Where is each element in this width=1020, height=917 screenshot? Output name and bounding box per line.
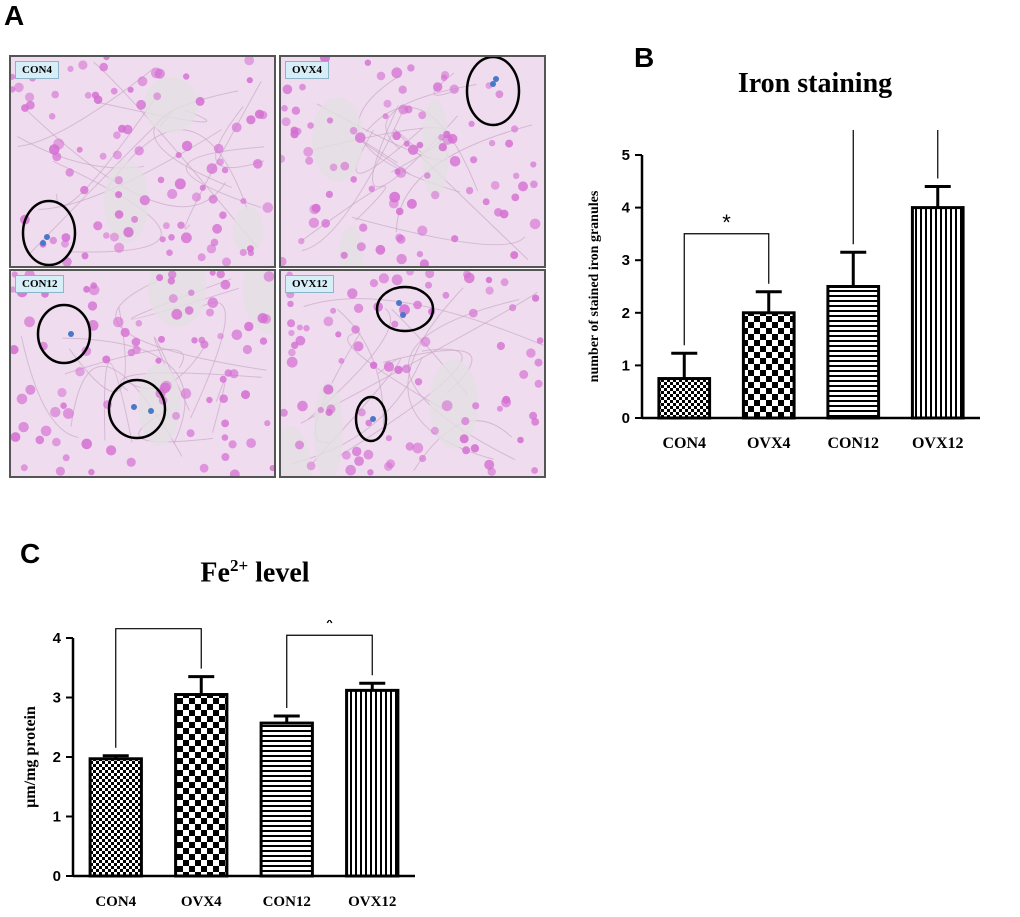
significance-bracket [286, 634, 373, 708]
iron-granule [400, 312, 406, 318]
iron-granule [44, 234, 50, 240]
micrograph-con4: CON4 [9, 55, 276, 268]
iron-highlight-circle [465, 57, 521, 127]
iron-granule [68, 331, 74, 337]
x-tick-label: CON4 [662, 435, 706, 452]
chart-c-title-main: Fe [200, 557, 230, 589]
micrograph-image [281, 271, 544, 476]
bar-ovx12 [345, 688, 400, 878]
micrograph-image [11, 57, 274, 266]
y-tick-label: 0 [53, 868, 61, 885]
y-tick-label: 3 [622, 252, 630, 269]
x-tick-label: CON4 [95, 894, 136, 910]
y-tick-label: 4 [53, 630, 62, 647]
chart-c-title-suffix: level [248, 557, 310, 589]
micrograph-image [11, 271, 274, 476]
micrograph-con12: CON12 [9, 269, 276, 478]
significance-bracket [683, 233, 770, 346]
bar-ovx4 [741, 311, 796, 420]
panel-label-c: C [20, 538, 41, 569]
y-tick-label: 3 [53, 690, 61, 707]
iron-granule [40, 240, 46, 246]
significance-star: * [154, 620, 163, 630]
y-tick-label: 1 [622, 357, 630, 374]
iron-highlight-circle [107, 378, 167, 440]
iron-granule [490, 81, 496, 87]
bar-con4 [657, 377, 712, 420]
micrograph-ovx4: OVX4 [279, 55, 546, 268]
iron-granule [370, 416, 376, 422]
x-tick-label: OVX4 [747, 435, 791, 452]
iron-granule [148, 408, 154, 414]
iron-granule [131, 404, 137, 410]
chart-c-title-superscript: 2+ [229, 556, 249, 575]
y-tick-label: 4 [622, 200, 631, 217]
iron-highlight-circle [354, 395, 388, 443]
y-tick-label: 0 [622, 410, 630, 427]
bar-con4 [88, 757, 143, 878]
bar-con12 [826, 285, 881, 420]
bar-ovx12 [910, 206, 965, 420]
y-tick-label: 5 [622, 147, 630, 164]
micrograph-ovx12: OVX12 [279, 269, 546, 478]
panel-label-a: A [4, 0, 25, 31]
bar-ovx4 [174, 693, 229, 878]
iron-highlight-circle [21, 199, 77, 266]
micrograph-label: CON12 [15, 275, 65, 293]
x-tick-label: OVX12 [348, 894, 396, 910]
chart-b-title: Iron staining [737, 68, 893, 99]
iron-staining-chart: 0 1 2 3 4 5 number of stained iron granules CON… [587, 130, 980, 452]
significance-star: * [722, 210, 731, 235]
significance-bracket [852, 130, 939, 245]
y-axis-label: number of stained iron granules [587, 190, 602, 382]
micrograph-label: OVX4 [285, 61, 329, 79]
y-tick-label: 1 [53, 809, 61, 826]
chart-c-title: Fe2+ level [150, 556, 360, 589]
y-tick-label: 2 [53, 749, 61, 766]
bar-con12 [259, 721, 314, 878]
y-tick-label: 2 [622, 305, 630, 322]
iron-highlight-circle [375, 285, 435, 333]
x-tick-label: OVX12 [912, 435, 964, 452]
iron-granule [396, 300, 402, 306]
fe-level-chart: 0 1 2 3 4 µm/mg protein CON4 OVX4 CON12 OVX12 * * [22, 620, 415, 910]
x-tick-label: CON12 [263, 894, 311, 910]
iron-highlight-circle [36, 303, 92, 365]
micrograph-image [281, 57, 544, 266]
iron-granule [493, 76, 499, 82]
x-tick-label: OVX4 [181, 894, 222, 910]
micrograph-label: CON4 [15, 61, 59, 79]
x-tick-label: CON12 [827, 435, 879, 452]
micrograph-label: OVX12 [285, 275, 335, 293]
significance-star: * [325, 620, 334, 636]
panel-label-b: B [634, 42, 655, 73]
y-axis-label: µm/mg protein [22, 706, 39, 808]
significance-bracket [115, 628, 202, 748]
